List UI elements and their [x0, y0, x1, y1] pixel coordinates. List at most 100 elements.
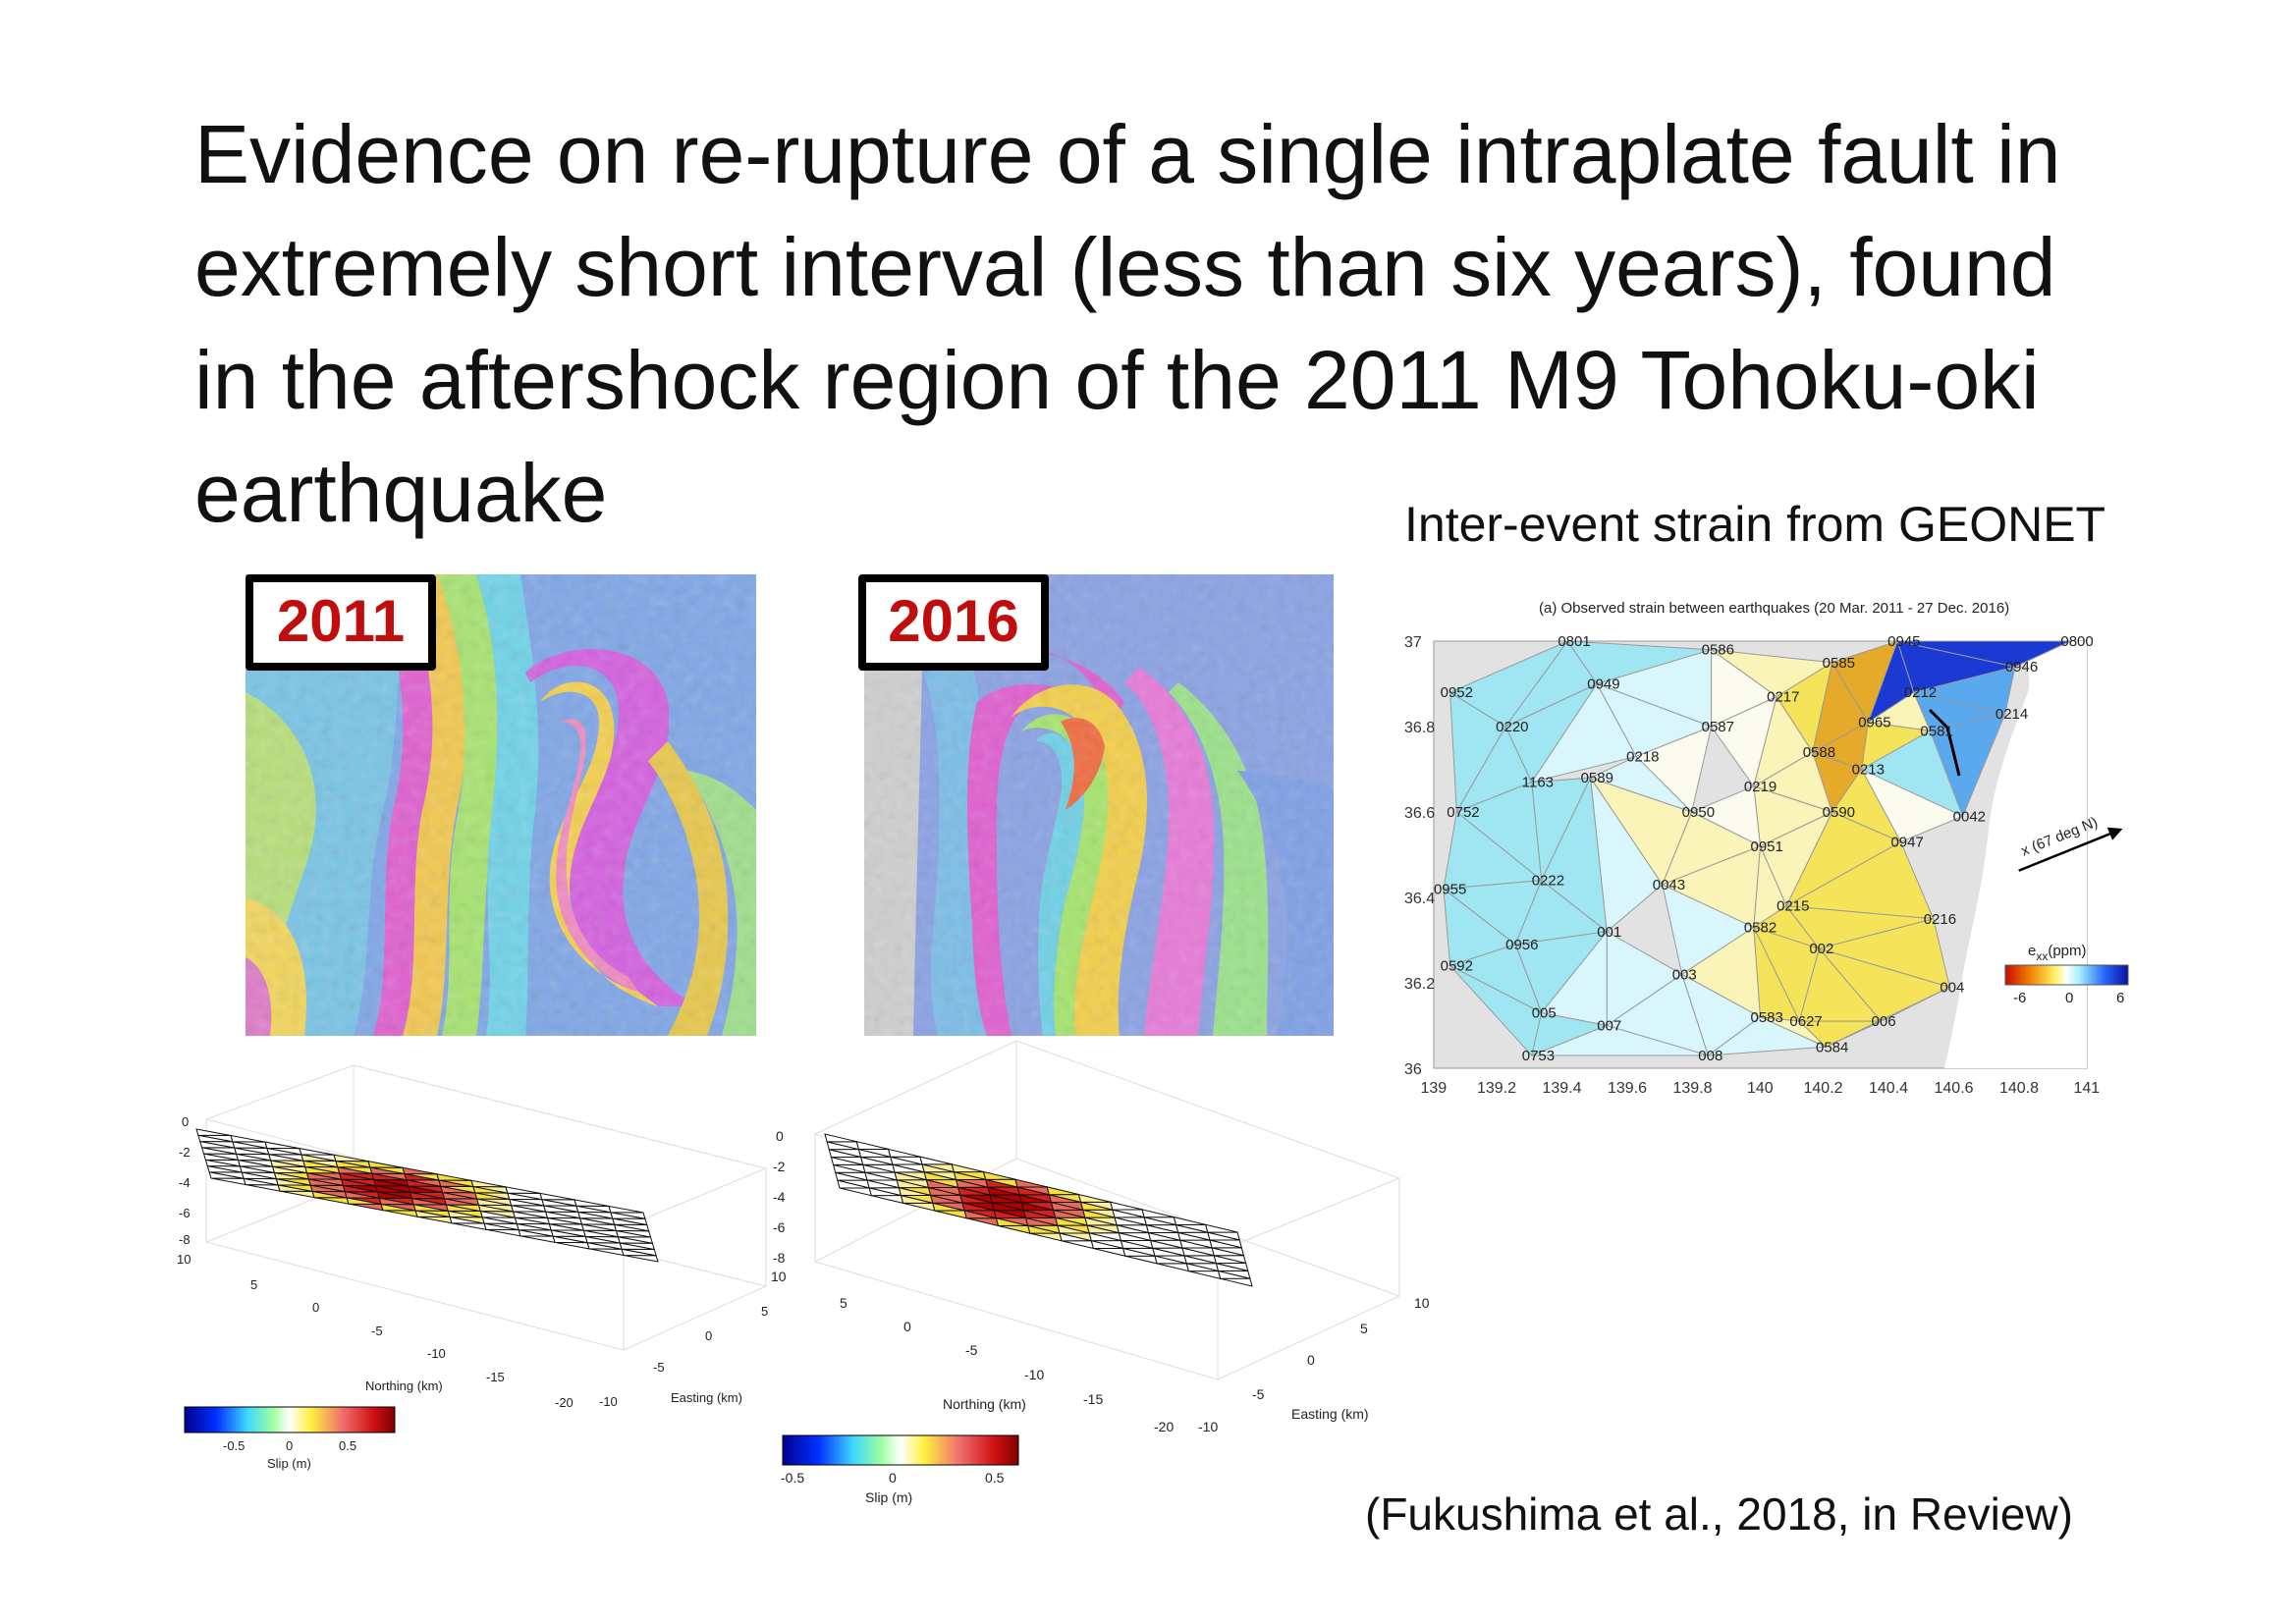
mesh-triangle [505, 1186, 541, 1194]
mesh-triangle [485, 1228, 521, 1237]
mesh-triangle [279, 1190, 315, 1199]
fault-trace [1928, 708, 1961, 777]
mesh-triangle [1124, 1255, 1158, 1265]
mesh-triangle [1029, 1232, 1063, 1242]
z-tick: -4 [773, 1189, 786, 1205]
mesh-triangle [1173, 1216, 1206, 1225]
n-tick: 10 [771, 1269, 787, 1284]
z-tick: -8 [773, 1250, 786, 1266]
strain-triangle [1531, 1024, 1709, 1056]
station-label: 0218 [1626, 748, 1659, 765]
mesh-triangle [1188, 1270, 1222, 1279]
lat-tick: 36 [1404, 1061, 1422, 1078]
station-labels: 0801 0586 0945 0800 0585 0946 0952 0949 0217 0212… [1434, 633, 2094, 1064]
e-tick: -10 [1198, 1419, 1218, 1434]
mesh-triangle [195, 1128, 232, 1137]
station-label: 004 [1940, 979, 1964, 996]
mesh-triangle [1093, 1247, 1126, 1257]
mesh-triangle [436, 1173, 472, 1181]
easting-label: Easting (km) [671, 1390, 742, 1405]
lon-tick: 139.6 [1608, 1080, 1647, 1097]
mesh-triangle [855, 1141, 889, 1151]
lon-tick: 140.8 [1999, 1080, 2039, 1097]
mesh-triangle [1204, 1223, 1238, 1233]
station-label: 0584 [1816, 1039, 1848, 1055]
station-label: 0587 [1702, 719, 1734, 735]
title-line-1: Evidence on re-rupture of a single intra… [194, 108, 2061, 200]
citation: (Fukushima et al., 2018, in Review) [1365, 1488, 2073, 1540]
lat-tick: 36.4 [1404, 891, 1435, 907]
station-label: 0585 [1823, 655, 1855, 672]
station-label: 008 [1698, 1048, 1722, 1064]
station-label: 0220 [1496, 719, 1528, 735]
station-label: 0581 [1920, 723, 1952, 739]
lat-tick: 36.6 [1404, 805, 1435, 822]
slip-model-2011: 0 -2 -4 -6 -8 10 5 0 -5 -10 -15 -20 -10 … [167, 1036, 805, 1487]
station-label: 0213 [1852, 762, 1885, 779]
mesh-triangle [402, 1166, 438, 1175]
mesh-triangle [245, 1184, 281, 1192]
mesh-triangle [998, 1224, 1031, 1234]
insar-image-2011 [246, 574, 756, 1036]
station-label: 0212 [1904, 684, 1937, 701]
station-label: 0217 [1767, 689, 1799, 706]
mesh-triangle [1220, 1277, 1253, 1287]
colorbar-tick: 0.5 [339, 1438, 356, 1453]
strain-triangles [1442, 639, 2071, 1056]
slip-colorbar [184, 1406, 396, 1433]
station-label: 0752 [1447, 804, 1479, 821]
strain-map-title: (a) Observed strain between earthquakes … [1539, 600, 2009, 617]
n-tick: 0 [903, 1319, 911, 1334]
station-label: 0592 [1441, 958, 1473, 975]
e-tick: -5 [1252, 1386, 1265, 1402]
n-tick: -5 [965, 1342, 978, 1358]
n-tick: -20 [1154, 1419, 1174, 1434]
mesh-triangle [299, 1147, 335, 1156]
title-line-3: in the aftershock region of the 2011 M9 … [194, 334, 2040, 426]
station-label: 0800 [2060, 633, 2093, 650]
station-label: 0219 [1744, 779, 1777, 795]
station-label: 002 [1809, 941, 1833, 957]
mesh-triangle [1110, 1201, 1143, 1211]
lon-tick: 140.2 [1804, 1080, 1843, 1097]
station-label: 0952 [1441, 684, 1473, 701]
mesh-triangle [1014, 1178, 1048, 1188]
lon-tick: 140.6 [1935, 1080, 1974, 1097]
slip-model-2016: 0 -2 -4 -6 -8 10 5 0 -5 -10 -15 -20 -10 … [761, 1031, 1439, 1517]
z-tick: 0 [776, 1128, 784, 1144]
northing-label: Northing (km) [365, 1379, 443, 1393]
e-tick: 0 [1307, 1352, 1315, 1368]
station-label: 0801 [1558, 633, 1590, 650]
z-tick: 0 [182, 1114, 189, 1129]
mesh-triangle [451, 1222, 487, 1230]
n-tick: -20 [555, 1395, 574, 1410]
year-label-2011: 2011 [246, 574, 436, 671]
title-line-4: earthquake [194, 447, 608, 539]
station-label: 0590 [1823, 804, 1855, 821]
station-label: 0950 [1682, 804, 1715, 821]
z-tick: -4 [179, 1175, 191, 1190]
mesh-triangle [519, 1235, 556, 1244]
mesh-triangle [574, 1199, 610, 1207]
station-label: 0582 [1744, 919, 1777, 936]
strain-triangle [1590, 777, 1664, 933]
strain-colorbar-label: exx(ppm) [2028, 943, 2087, 963]
station-label: 0216 [1924, 911, 1956, 928]
lon-tick: 140 [1747, 1080, 1774, 1097]
mesh-triangle [470, 1179, 507, 1188]
n-tick: -10 [427, 1346, 446, 1361]
strain-map: (a) Observed strain between earthquakes … [1385, 584, 2170, 1114]
easting-label: Easting (km) [1291, 1406, 1369, 1422]
lon-tick: 139.2 [1477, 1080, 1516, 1097]
e-tick: -10 [599, 1394, 618, 1409]
station-label: 005 [1532, 1004, 1557, 1021]
mesh-triangle [539, 1192, 575, 1201]
station-label: 0946 [2005, 659, 2038, 676]
e-tick: 10 [1414, 1295, 1430, 1311]
station-label: 0222 [1532, 873, 1564, 890]
z-tick: -6 [773, 1219, 786, 1235]
mesh-triangle [966, 1217, 1000, 1227]
mesh-triangle [382, 1210, 418, 1217]
strain-triangle [1706, 1016, 1827, 1056]
mesh-triangle [951, 1163, 984, 1173]
